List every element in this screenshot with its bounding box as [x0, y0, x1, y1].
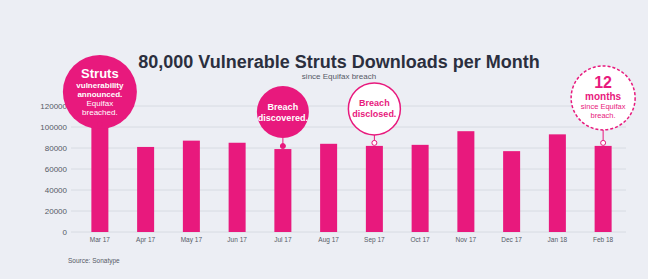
annotation-dot	[601, 140, 606, 145]
y-tick-label: 100000	[40, 123, 67, 132]
y-tick-label: 80000	[45, 144, 68, 153]
annotation-text: 12	[594, 74, 612, 91]
annotation-text: months	[585, 91, 622, 102]
y-tick-label: 60000	[45, 165, 68, 174]
annotation-text: Struts	[81, 66, 119, 81]
bar	[366, 146, 383, 232]
bar	[183, 141, 200, 232]
grid-line	[71, 232, 626, 233]
bar	[137, 147, 154, 232]
x-tick-label: Apr 17	[136, 236, 156, 244]
bar	[320, 144, 337, 232]
annotation: 12monthssince Equifaxbreach.	[571, 66, 635, 145]
background	[0, 0, 648, 279]
chart: 80,000 Vulnerable Struts Downloads per M…	[0, 0, 648, 279]
annotation-dot	[372, 140, 377, 145]
y-tick-label: 0	[63, 228, 68, 237]
x-tick-label: May 17	[181, 236, 203, 244]
annotation-text: discovered.	[258, 113, 308, 123]
x-tick-label: Jul 17	[274, 236, 292, 243]
x-tick-label: Mar 17	[90, 236, 111, 243]
bar	[457, 131, 474, 232]
annotation-bubble	[571, 66, 635, 130]
bar	[412, 145, 429, 232]
annotation-text: announced.	[77, 90, 122, 99]
x-tick-label: Sep 17	[364, 236, 385, 244]
source: Source: Sonatype	[68, 257, 120, 265]
x-tick-label: Aug 17	[318, 236, 339, 244]
bars	[91, 127, 611, 232]
annotation-text: breach.	[591, 111, 616, 120]
x-tick-label: Dec 17	[501, 236, 522, 243]
annotation-text: Breach	[359, 98, 390, 108]
grid-line	[71, 148, 626, 149]
annotation-text: breached.	[82, 108, 118, 117]
annotation-text: disclosed.	[352, 109, 396, 119]
grid-line	[71, 127, 626, 128]
bar	[595, 146, 612, 232]
y-tick-label: 40000	[45, 186, 68, 195]
subtitle: since Equifax breach	[302, 72, 376, 81]
annotation-text: Breach	[268, 102, 299, 112]
annotation-dot	[280, 144, 285, 149]
annotation-text: Equifax	[87, 99, 114, 108]
y-tick-label: 120000	[40, 102, 67, 111]
bar	[229, 143, 246, 232]
annotation-bubble	[348, 83, 400, 135]
annotation-bubble	[63, 55, 137, 129]
annotation-dot	[97, 122, 102, 127]
annotation: Breachdiscovered.	[257, 86, 309, 149]
grid-line	[71, 169, 626, 170]
x-tick-label: Oct 17	[411, 236, 431, 243]
annotation: Strutsvulnerabilityannounced.Equifaxbrea…	[63, 55, 137, 129]
bar	[503, 151, 520, 232]
annotation-text: since Equifax	[581, 102, 626, 111]
grid-line	[71, 190, 626, 191]
annotation-bubble	[257, 86, 309, 138]
bar	[91, 127, 108, 232]
annotation: Breachdisclosed.	[348, 83, 400, 145]
x-tick-label: Nov 17	[456, 236, 477, 243]
grid-line	[71, 211, 626, 212]
x-tick-label: Jun 17	[227, 236, 247, 243]
title: 80,000 Vulnerable Struts Downloads per M…	[138, 52, 539, 72]
x-tick-label: Jan 18	[548, 236, 568, 243]
bar	[549, 134, 566, 232]
x-tick-label: Feb 18	[593, 236, 614, 243]
annotation-text: vulnerability	[76, 81, 124, 90]
bar	[274, 149, 291, 232]
y-tick-label: 20000	[45, 207, 68, 216]
